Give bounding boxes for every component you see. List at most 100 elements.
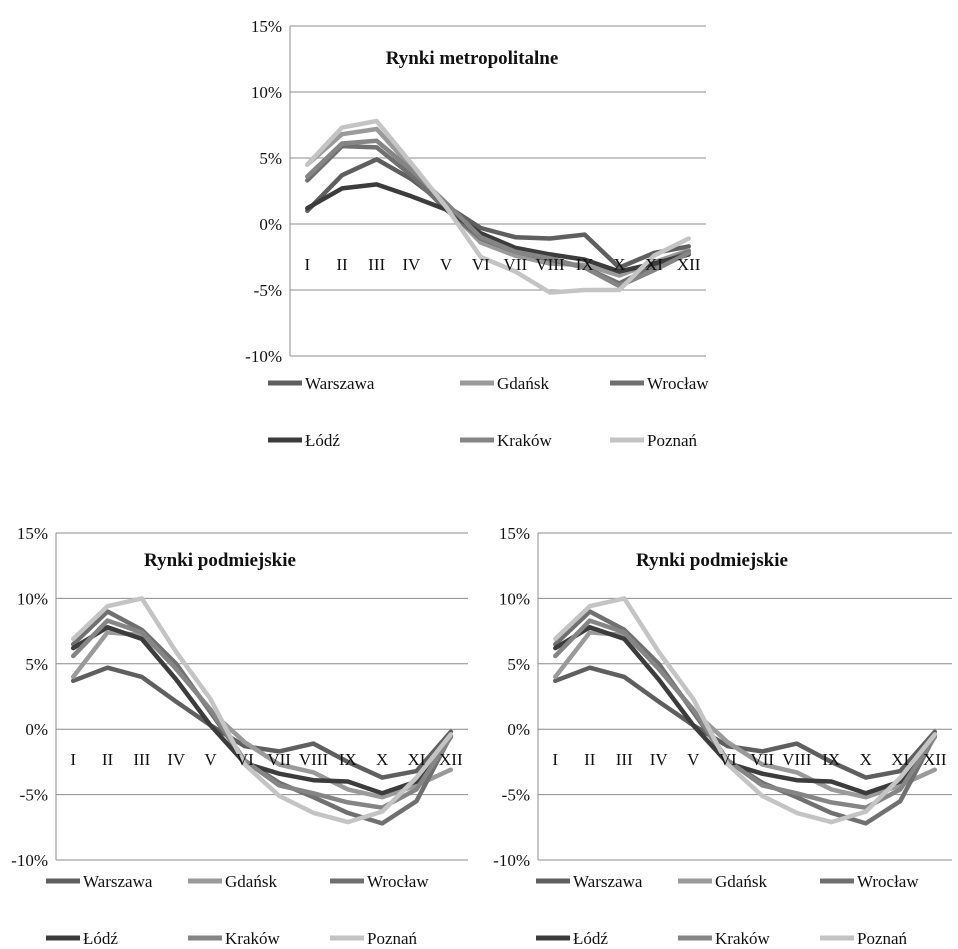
x-category-label: IX [822,750,840,769]
legend-label: Gdańsk [715,872,767,891]
y-tick-label: 0% [507,720,530,739]
gridlines [55,532,468,861]
y-tick-label: 15% [499,524,530,543]
x-category-label: VI [236,750,254,769]
series-line [305,157,691,270]
legend-label: Warszawa [573,872,643,891]
series-line [553,665,938,780]
series-line [305,118,691,295]
y-tick-label: 5% [259,149,282,168]
legend-item: Łódź [268,431,340,450]
legend-label: Wrocław [367,872,429,891]
y-tick-label: 5% [25,655,48,674]
y-tick-label: -5% [502,786,530,805]
legend-label: Łódź [573,929,608,948]
legend-item: Łódź [536,929,608,948]
legend-label: Gdańsk [497,374,549,393]
legend-label: Łódź [83,929,118,948]
x-category-label: III [133,750,150,769]
legend-item: Kraków [188,929,280,948]
y-tick-label: 15% [251,17,282,36]
y-tick-label: 15% [17,524,48,543]
y-axis-ticks: 15% 10% 5% 0% -5% -10% [245,17,282,366]
series-line [70,624,454,796]
x-category-label: VII [504,255,528,274]
x-category-label: XII [677,255,701,274]
legend-item: Gdańsk [678,872,767,891]
legend-item: Gdańsk [460,374,549,393]
x-category-label: VI [472,255,490,274]
x-category-label: XII [923,750,947,769]
y-tick-label: -5% [254,281,282,300]
y-tick-label: -10% [493,851,530,870]
legend-item: Gdańsk [188,872,277,891]
x-category-label: III [368,255,385,274]
legend-label: Poznań [367,929,418,948]
x-category-label: V [204,750,217,769]
legend: Warszawa Gdańsk Wrocław Łódź Kraków Poznań [268,374,709,450]
series-line [553,596,938,825]
x-category-label: XI [891,750,909,769]
legend-item: Poznań [820,929,908,948]
y-axis-ticks: 15% 10% 5% 0% -5% -10% [493,524,530,870]
y-tick-label: 5% [507,655,530,674]
legend: Warszawa Gdańsk Wrocław Łódź Kraków Poznań [536,872,919,948]
y-tick-label: 0% [25,720,48,739]
legend-label: Wrocław [857,872,919,891]
chart-rynki-podmiejskie-left: 15%10%5%0%-5%-10% I II III IV V VI VII VIII IX X X… [11,524,468,948]
x-category-label: X [613,255,625,274]
x-axis-categories: I II III IV V VI VII VIII IX X XI XII [304,255,700,274]
legend-label: Poznań [647,431,698,450]
x-category-label: I [70,750,76,769]
chart-title: Rynki podmiejskie [144,550,296,571]
gridlines [289,25,706,357]
x-category-label: II [336,255,348,274]
x-category-label: VIII [299,750,329,769]
x-category-label: IV [402,255,421,274]
x-category-label: III [616,750,633,769]
x-category-label: XII [439,750,463,769]
series-lines [70,596,454,826]
legend-label: Wrocław [647,374,709,393]
x-axis-categories: I II III IV V VI VII VIII IX X XI XII [70,750,463,769]
legend-label: Poznań [857,929,908,948]
series-lines [305,118,691,295]
x-category-label: I [552,750,558,769]
legend-label: Kraków [497,431,552,450]
series-line [553,630,938,800]
legend-label: Kraków [225,929,280,948]
legend-item: Wrocław [330,872,429,891]
chart-title: Rynki metropolitalne [386,48,559,69]
x-category-label: VII [267,750,291,769]
x-category-label: IV [167,750,186,769]
legend-item: Kraków [460,431,552,450]
series-line [70,665,454,780]
legend-item: Warszawa [46,872,153,891]
legend-item: Wrocław [820,872,919,891]
x-category-label: IX [576,255,594,274]
y-tick-label: -10% [11,851,48,870]
x-category-label: V [440,255,453,274]
legend-label: Warszawa [305,374,375,393]
chart-rynki-metropolitalne: 15%10%5%0%-5%-10% I II III IV V VI VII VIII IX X X… [245,17,709,450]
x-category-label: II [584,750,596,769]
x-category-label: X [376,750,388,769]
x-category-label: I [304,255,310,274]
x-category-label: VI [719,750,737,769]
x-category-label: VIII [782,750,812,769]
legend-label: Kraków [715,929,770,948]
y-tick-label: 10% [17,589,48,608]
legend: Warszawa Gdańsk Wrocław Łódź Kraków Poznań [46,872,429,948]
legend-label: Gdańsk [225,872,277,891]
series-line [70,630,454,800]
series-line [305,126,691,278]
y-tick-label: 10% [499,589,530,608]
legend-item: Warszawa [536,872,643,891]
y-tick-label: -10% [245,347,282,366]
legend-label: Warszawa [83,872,153,891]
y-tick-label: 0% [259,215,282,234]
x-category-label: II [102,750,114,769]
x-category-label: XI [645,255,663,274]
x-category-label: VIII [535,255,565,274]
series-line [553,624,938,796]
